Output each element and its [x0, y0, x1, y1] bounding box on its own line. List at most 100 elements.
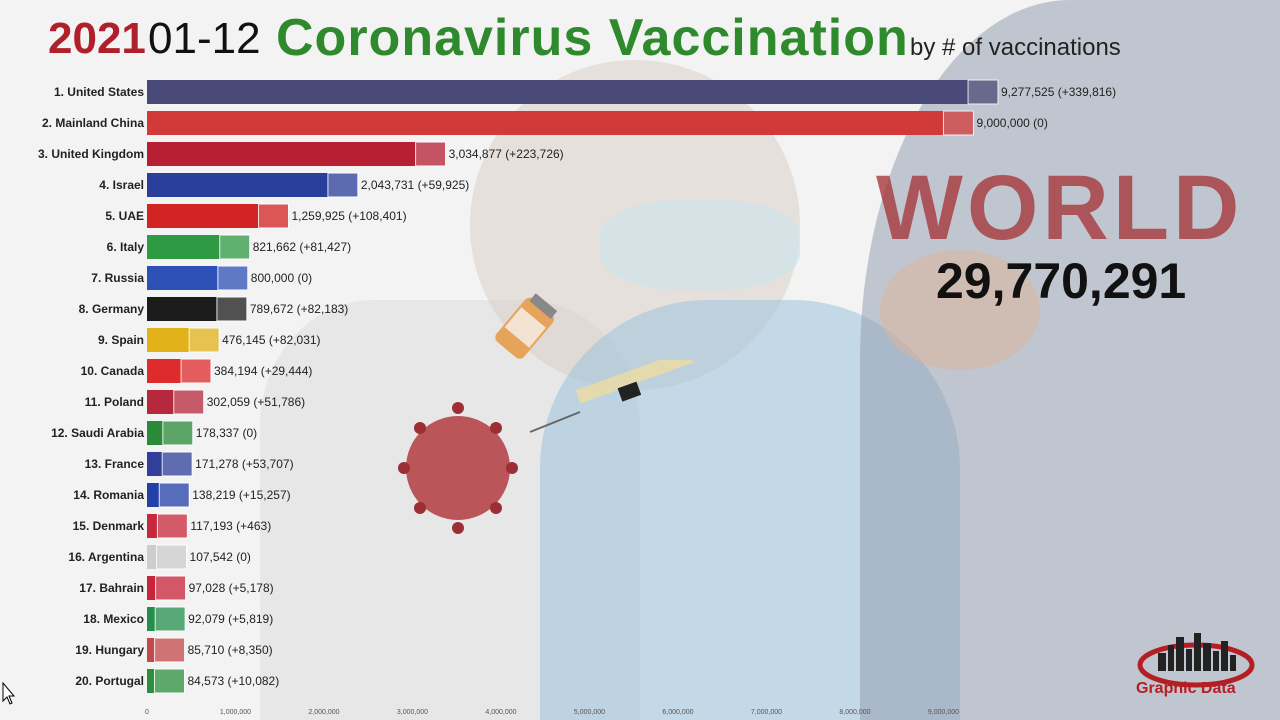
world-label: WORLD: [876, 157, 1244, 259]
flag-icon: [415, 141, 447, 167]
year-label: 2021: [48, 14, 146, 63]
flag-icon: [180, 358, 212, 384]
category-label: 16. Argentina: [68, 550, 144, 564]
value-label: 178,337 (0): [196, 426, 257, 440]
flag-icon: [327, 172, 359, 198]
vaccine-vial-icon: [495, 293, 558, 359]
flag-icon: [216, 296, 248, 322]
category-label: 20. Portugal: [75, 674, 144, 688]
category-label: 12. Saudi Arabia: [51, 426, 144, 440]
bar: [147, 576, 156, 600]
category-label: 2. Mainland China: [42, 116, 144, 130]
category-label: 14. Romania: [73, 488, 144, 502]
flag-icon: [155, 575, 187, 601]
value-label: 85,710 (+8,350): [188, 643, 273, 657]
flag-icon: [942, 110, 974, 136]
chart-title: Coronavirus Vaccination: [276, 9, 909, 67]
category-label: 15. Denmark: [73, 519, 145, 533]
value-label: 1,259,925 (+108,401): [291, 209, 406, 223]
x-tick-label: 2,000,000: [308, 709, 339, 716]
flag-icon: [154, 637, 186, 663]
category-label: 19. Hungary: [75, 643, 144, 657]
bar: [147, 452, 163, 476]
bar: [147, 607, 156, 631]
bar: [147, 297, 217, 321]
category-label: 9. Spain: [98, 333, 144, 347]
flag-icon: [154, 606, 186, 632]
value-label: 789,672 (+82,183): [250, 302, 348, 316]
value-label: 107,542 (0): [190, 550, 251, 564]
x-tick-label: 9,000,000: [928, 709, 959, 716]
bar: [147, 545, 157, 569]
bar: [147, 142, 416, 166]
bar: [147, 204, 259, 228]
category-label: 1. United States: [54, 85, 144, 99]
value-label: 476,145 (+82,031): [222, 333, 320, 347]
flag-icon: [156, 544, 188, 570]
category-label: 7. Russia: [91, 271, 144, 285]
flag-icon: [161, 451, 193, 477]
flag-icon: [257, 203, 289, 229]
value-label: 92,079 (+5,819): [188, 612, 273, 626]
bar: [147, 173, 328, 197]
bar: [147, 421, 163, 445]
bar-chart: 1. United States 9,277,525 (+339,816) 2. M…: [38, 79, 1116, 716]
bar: [147, 390, 174, 414]
bar: [147, 669, 155, 693]
flag-icon: [217, 265, 249, 291]
value-label: 97,028 (+5,178): [189, 581, 274, 595]
bar: [147, 266, 218, 290]
value-label: 171,278 (+53,707): [195, 457, 293, 471]
flag-icon: [158, 482, 190, 508]
category-label: 17. Bahrain: [79, 581, 144, 595]
mouse-cursor-icon: [2, 682, 16, 705]
bar: [147, 111, 944, 135]
flag-icon: [162, 420, 194, 446]
bar: [147, 638, 155, 662]
flag-icon: [173, 389, 205, 415]
category-label: 10. Canada: [81, 364, 145, 378]
category-label: 13. France: [85, 457, 145, 471]
category-label: 8. Germany: [79, 302, 145, 316]
bar: [147, 359, 181, 383]
flag-icon: [967, 79, 999, 105]
bar: [147, 235, 220, 259]
flag-icon: [188, 327, 220, 353]
chart-subtitle: by # of vaccinations: [910, 34, 1121, 61]
value-label: 84,573 (+10,082): [187, 674, 279, 688]
x-tick-label: 8,000,000: [839, 709, 870, 716]
category-label: 3. United Kingdom: [38, 147, 144, 161]
value-label: 138,219 (+15,257): [192, 488, 290, 502]
bar: [147, 80, 968, 104]
virus-icon: [398, 402, 518, 534]
x-tick-label: 7,000,000: [751, 709, 782, 716]
category-label: 11. Poland: [85, 395, 144, 409]
category-label: 4. Israel: [99, 178, 144, 192]
category-label: 5. UAE: [105, 209, 144, 223]
bar: [147, 483, 160, 507]
value-label: 117,193 (+463): [190, 519, 271, 533]
category-label: 6. Italy: [107, 240, 145, 254]
date-label: 01-12: [148, 14, 261, 63]
x-tick-label: 3,000,000: [397, 709, 428, 716]
value-label: 821,662 (+81,427): [253, 240, 351, 254]
category-label: 18. Mexico: [83, 612, 144, 626]
value-label: 302,059 (+51,786): [207, 395, 305, 409]
bar: [147, 514, 158, 538]
x-tick-label: 5,000,000: [574, 709, 605, 716]
world-total: 29,770,291: [936, 253, 1187, 309]
x-tick-label: 6,000,000: [662, 709, 693, 716]
value-label: 2,043,731 (+59,925): [361, 178, 469, 192]
flag-icon: [219, 234, 251, 260]
x-tick-label: 4,000,000: [485, 709, 516, 716]
graphic-data-logo: [1137, 633, 1255, 688]
x-tick-label: 1,000,000: [220, 709, 251, 716]
flag-icon: [153, 668, 185, 694]
value-label: 3,034,877 (+223,726): [449, 147, 564, 161]
x-tick-label: 0: [145, 709, 149, 716]
syringe-icon: [529, 360, 694, 433]
brand-name: Graphic Data: [1136, 680, 1236, 697]
flag-icon: [156, 513, 188, 539]
bar: [147, 328, 190, 352]
value-label: 9,000,000 (0): [976, 116, 1047, 130]
